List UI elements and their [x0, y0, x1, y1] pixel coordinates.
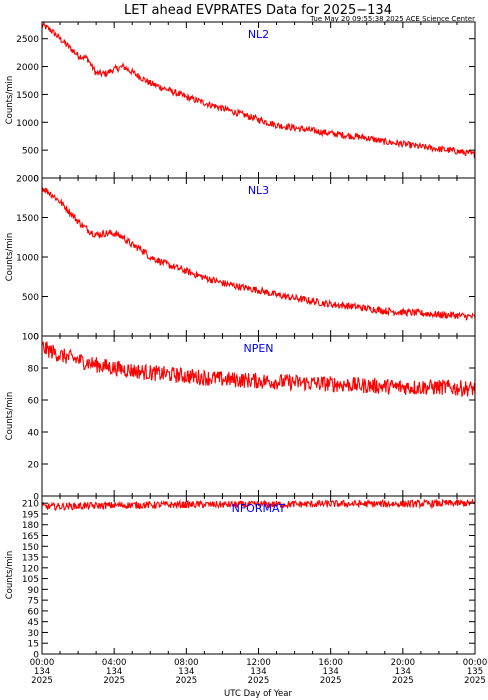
- y-axis-label: Counts/min: [5, 551, 15, 600]
- y-tick-label: 40: [28, 429, 40, 439]
- y-tick-label: 90: [28, 586, 40, 596]
- y-tick-label: 165: [22, 532, 39, 542]
- plot-frame: [42, 496, 475, 654]
- panel-name: NPEN: [243, 342, 273, 355]
- y-tick-label: 2000: [16, 63, 39, 73]
- panel-name: NL3: [248, 184, 269, 197]
- series-line-nl2: [42, 23, 475, 158]
- panel-name: NL2: [248, 28, 269, 41]
- panel-nformat: 0153045607590105120135150165180195210Cou…: [5, 496, 475, 661]
- y-tick-label: 120: [22, 564, 39, 574]
- y-tick-label: 105: [22, 575, 39, 585]
- y-tick-label: 60: [28, 607, 40, 617]
- x-tick-label: 2025: [248, 676, 270, 686]
- panels: 05001000150020002500Counts/minNL20500100…: [5, 22, 487, 686]
- y-tick-label: 15: [28, 640, 39, 650]
- y-tick-label: 210: [22, 500, 39, 510]
- plot-frame: [42, 336, 475, 496]
- y-tick-label: 500: [22, 147, 39, 157]
- y-tick-label: 150: [22, 543, 39, 553]
- y-tick-label: 1000: [16, 254, 39, 264]
- x-axis-label: UTC Day of Year: [224, 689, 292, 699]
- y-tick-label: 60: [28, 397, 40, 407]
- y-tick-label: 2000: [16, 175, 39, 185]
- y-axis-label: Counts/min: [5, 392, 15, 441]
- y-tick-label: 20: [28, 461, 40, 471]
- y-tick-label: 135: [22, 554, 39, 564]
- y-tick-label: 1500: [16, 91, 39, 101]
- y-tick-label: 2500: [16, 35, 39, 45]
- y-tick-label: 500: [22, 293, 39, 303]
- y-axis-label: Counts/min: [5, 233, 15, 282]
- y-tick-label: 1000: [16, 119, 39, 129]
- panel-name: NFORMAT: [232, 502, 286, 515]
- x-tick-label: 2025: [31, 676, 53, 686]
- y-tick-label: 30: [28, 629, 40, 639]
- plot-frame: [42, 22, 475, 178]
- y-tick-label: 100: [22, 333, 39, 343]
- x-tick-label: 2025: [464, 676, 486, 686]
- y-tick-label: 75: [28, 597, 39, 607]
- y-tick-label: 1500: [16, 214, 39, 224]
- y-tick-label: 45: [28, 618, 39, 628]
- y-axis-label: Counts/min: [5, 76, 15, 125]
- x-tick-label: 2025: [176, 676, 198, 686]
- x-tick-label: 2025: [392, 676, 414, 686]
- series-line-nl3: [42, 188, 475, 320]
- x-tick-label: 2025: [320, 676, 342, 686]
- x-tick-label: 2025: [103, 676, 125, 686]
- y-tick-label: 80: [28, 365, 40, 375]
- y-tick-label: 180: [22, 521, 39, 531]
- y-tick-label: 195: [22, 510, 39, 520]
